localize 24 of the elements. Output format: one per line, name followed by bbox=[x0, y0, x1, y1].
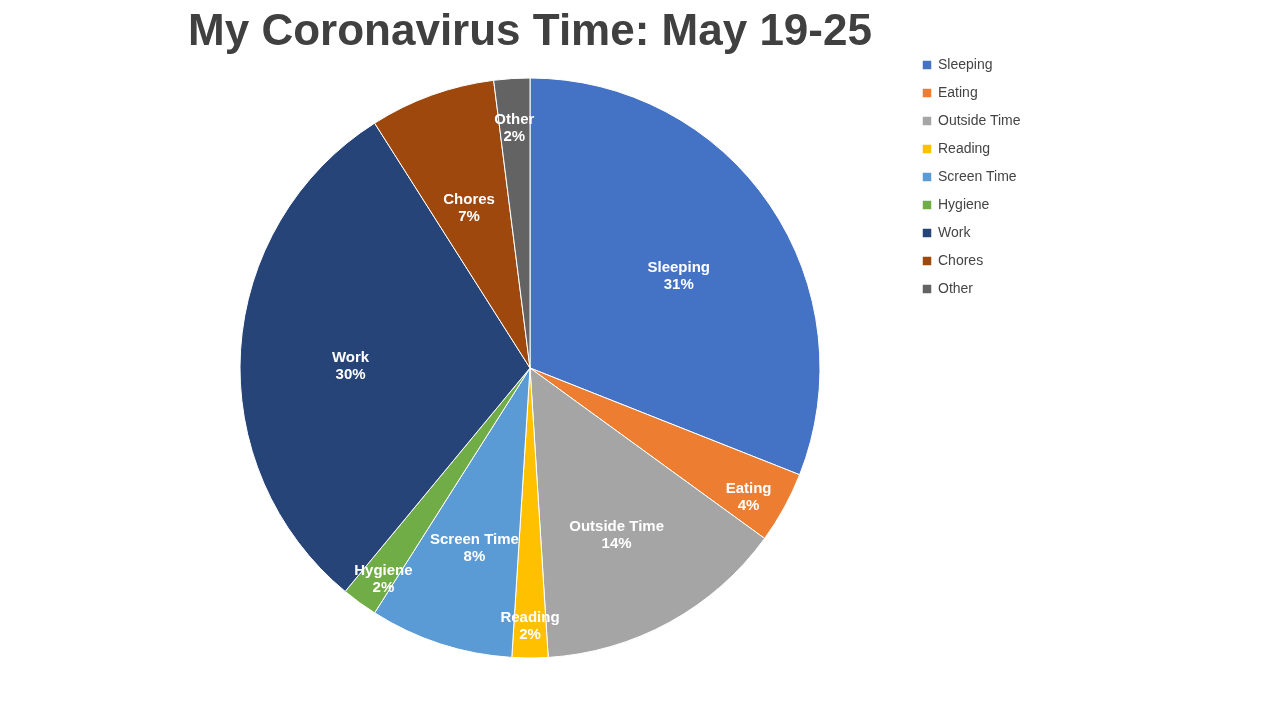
data-label: 7% bbox=[458, 206, 480, 224]
legend-label: Screen Time bbox=[938, 168, 1017, 184]
chart-title: My Coronavirus Time: May 19-25 bbox=[188, 5, 872, 54]
legend-label: Sleeping bbox=[938, 56, 993, 72]
data-label: 31% bbox=[663, 274, 694, 292]
slice-label: Screen Time bbox=[429, 530, 519, 547]
slice-label: Chores bbox=[443, 189, 495, 207]
legend-label: Other bbox=[938, 280, 974, 296]
data-label: 8% bbox=[463, 547, 486, 564]
data-label: 30% bbox=[335, 364, 366, 382]
slice-label: Eating bbox=[725, 479, 772, 497]
slice-label: Sleeping bbox=[647, 257, 710, 275]
legend-label: Hygiene bbox=[938, 196, 990, 212]
data-label: 4% bbox=[737, 496, 760, 514]
legend-label: Chores bbox=[938, 252, 984, 268]
legend-label: Reading bbox=[938, 140, 991, 156]
slice-label: Work bbox=[331, 347, 370, 365]
data-label: 14% bbox=[601, 533, 632, 551]
data-label: 2% bbox=[519, 625, 541, 643]
slice-label: Outside Time bbox=[569, 516, 664, 534]
legend-label: Eating bbox=[938, 84, 978, 100]
legend-label: Outside Time bbox=[938, 112, 1021, 128]
legend-label: Work bbox=[938, 224, 972, 240]
data-label: 2% bbox=[503, 127, 526, 145]
